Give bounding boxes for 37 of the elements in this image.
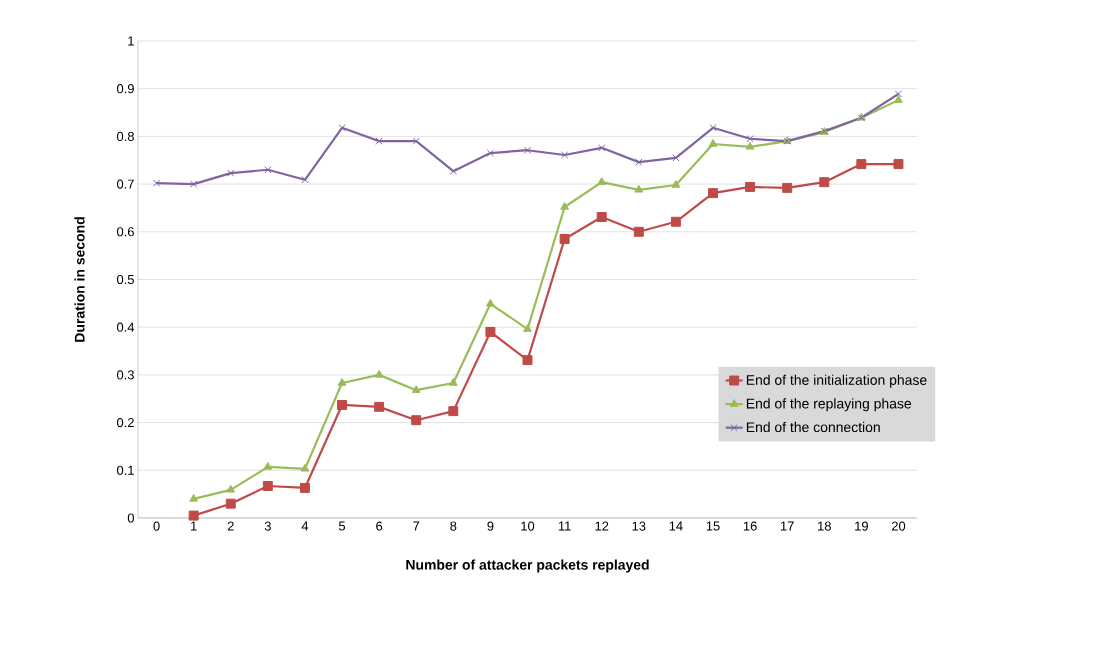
y-tick-label: 0.8 <box>116 131 134 141</box>
x-tick-label: 7 <box>413 521 420 531</box>
y-axis-title: Duration in second <box>74 217 85 342</box>
y-tick-label: 0.4 <box>116 322 135 332</box>
y-tick-label: 0.9 <box>116 84 134 94</box>
x-tick-label: 12 <box>595 521 609 531</box>
x-tick-label: 9 <box>487 521 494 531</box>
x-axis-title: Number of attacker packets replayed <box>406 559 649 573</box>
legend-label: End of the replaying phase <box>746 398 912 412</box>
x-tick-label: 6 <box>376 521 383 531</box>
x-tick-label: 17 <box>780 521 794 531</box>
x-tick-label: 18 <box>818 521 831 531</box>
y-tick-label: 0.7 <box>116 179 134 189</box>
x-tick-label: 1 <box>191 521 197 531</box>
y-tick-label: 0.3 <box>116 370 134 380</box>
legend-label: End of the initialization phase <box>746 374 927 388</box>
x-tick-label: 0 <box>153 521 160 531</box>
x-tick-label: 15 <box>706 521 720 531</box>
x-tick-label: 19 <box>855 521 868 531</box>
x-tick-label: 8 <box>450 521 457 531</box>
x-tick-label: 20 <box>891 521 906 531</box>
x-tick-label: 13 <box>632 521 646 531</box>
y-tick-label: 1 <box>128 36 134 46</box>
y-tick-label: 0.1 <box>116 465 134 475</box>
y-tick-label: 0.2 <box>116 418 134 428</box>
legend-label: End of the connection <box>746 421 880 433</box>
y-tick-label: 0.5 <box>116 274 134 285</box>
x-tick-label: 10 <box>521 521 535 531</box>
x-tick-label: 2 <box>227 521 234 531</box>
x-tick-label: 3 <box>264 521 271 531</box>
x-tick-label: 4 <box>301 521 309 531</box>
y-tick-label: 0 <box>127 513 134 523</box>
x-tick-label: 14 <box>669 521 683 531</box>
x-tick-label: 16 <box>743 521 757 531</box>
x-tick-label: 11 <box>558 521 571 531</box>
y-tick-label: 0.6 <box>116 227 134 237</box>
x-tick-label: 5 <box>338 521 346 531</box>
